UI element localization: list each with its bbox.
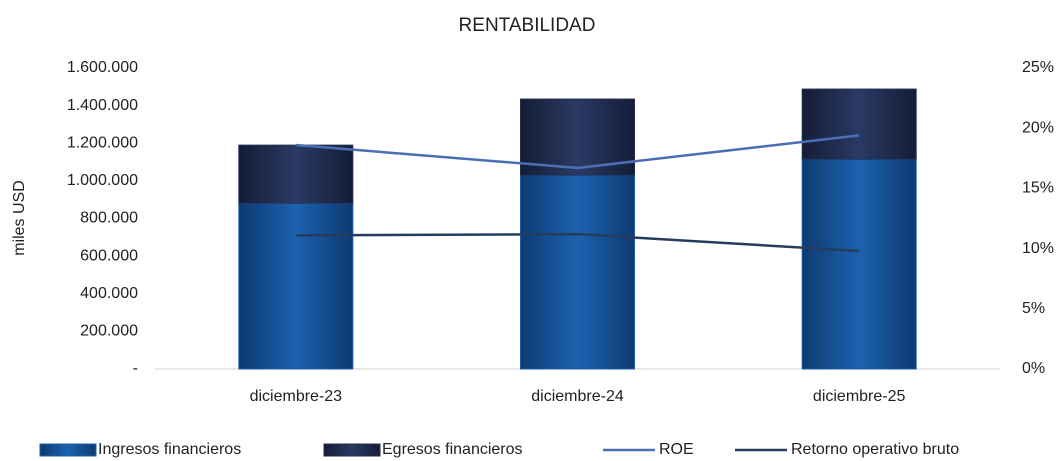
y-tick-label: 1.000.000 <box>67 172 138 189</box>
bar <box>238 202 354 370</box>
line-series <box>295 232 860 253</box>
y-tick-label: 200.000 <box>80 323 138 340</box>
chart-title: RENTABILIDAD <box>459 15 596 36</box>
bar <box>801 88 917 160</box>
y-tick-label: 800.000 <box>80 210 138 227</box>
y-axis-label: miles USD <box>11 180 28 256</box>
y2-tick-label: 20% <box>1022 119 1054 136</box>
legend-label: Ingresos financieros <box>98 441 241 458</box>
bar <box>520 174 635 370</box>
x-tick-label: diciembre-25 <box>813 388 906 405</box>
y-tick-label: 1.400.000 <box>67 97 138 114</box>
legend-label: Retorno operativo bruto <box>791 441 959 458</box>
y-tick-label: 1.200.000 <box>67 134 138 151</box>
line-series <box>295 134 860 170</box>
x-tick-label: diciembre-24 <box>531 388 624 405</box>
y-tick-label: 1.600.000 <box>67 59 138 76</box>
y2-tick-label: 0% <box>1022 360 1045 377</box>
y2-tick-label: 10% <box>1022 240 1054 257</box>
legend-label: Egresos financieros <box>382 441 523 458</box>
legend-swatch <box>323 443 381 457</box>
y2-tick-label: 5% <box>1022 300 1045 317</box>
y2-tick-label: 25% <box>1022 59 1054 76</box>
bar <box>238 144 354 204</box>
x-tick-label: diciembre-23 <box>250 388 343 405</box>
y-tick-label: 600.000 <box>80 247 138 264</box>
y2-tick-label: 15% <box>1022 180 1054 197</box>
legend-label: ROE <box>659 441 694 458</box>
legend-swatch <box>39 443 97 457</box>
y-tick-label: - <box>133 360 138 377</box>
y-tick-label: 400.000 <box>80 285 138 302</box>
bar <box>801 158 917 370</box>
